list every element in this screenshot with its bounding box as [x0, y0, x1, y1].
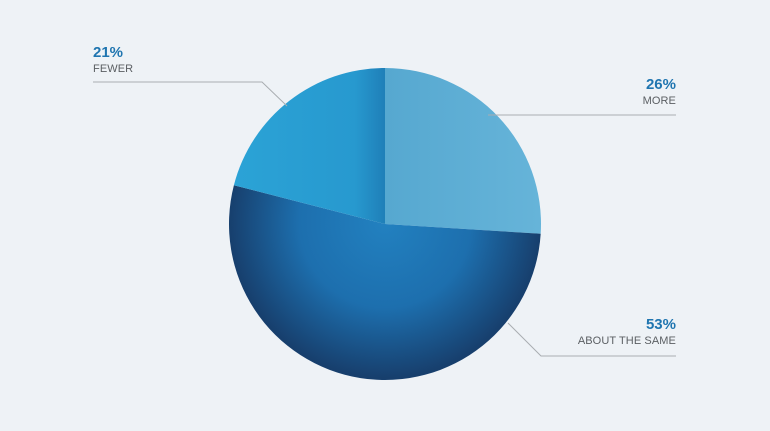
- label-fewer: 21% FEWER: [93, 45, 133, 75]
- pie-slice-more: [385, 68, 541, 234]
- slice-more-name: MORE: [642, 95, 676, 107]
- leader-line-about-the-same: [507, 322, 676, 357]
- slice-fewer-percent: 21%: [93, 44, 124, 61]
- leader-line-fewer: [93, 81, 288, 107]
- slice-about-the-same-name: ABOUT THE SAME: [577, 335, 676, 347]
- label-about-the-same: 53% ABOUT THE SAME: [578, 317, 676, 347]
- pie-slice-fewer: [233, 68, 385, 224]
- pie-slices: [228, 68, 541, 380]
- slice-fewer-name: FEWER: [93, 63, 134, 75]
- slice-about-the-same-percent: 53%: [645, 316, 676, 333]
- pie-slice-about-the-same: [228, 185, 541, 380]
- slice-more-percent: 26%: [645, 76, 676, 93]
- label-more: 26% MORE: [643, 77, 676, 107]
- leader-lines: [93, 81, 676, 357]
